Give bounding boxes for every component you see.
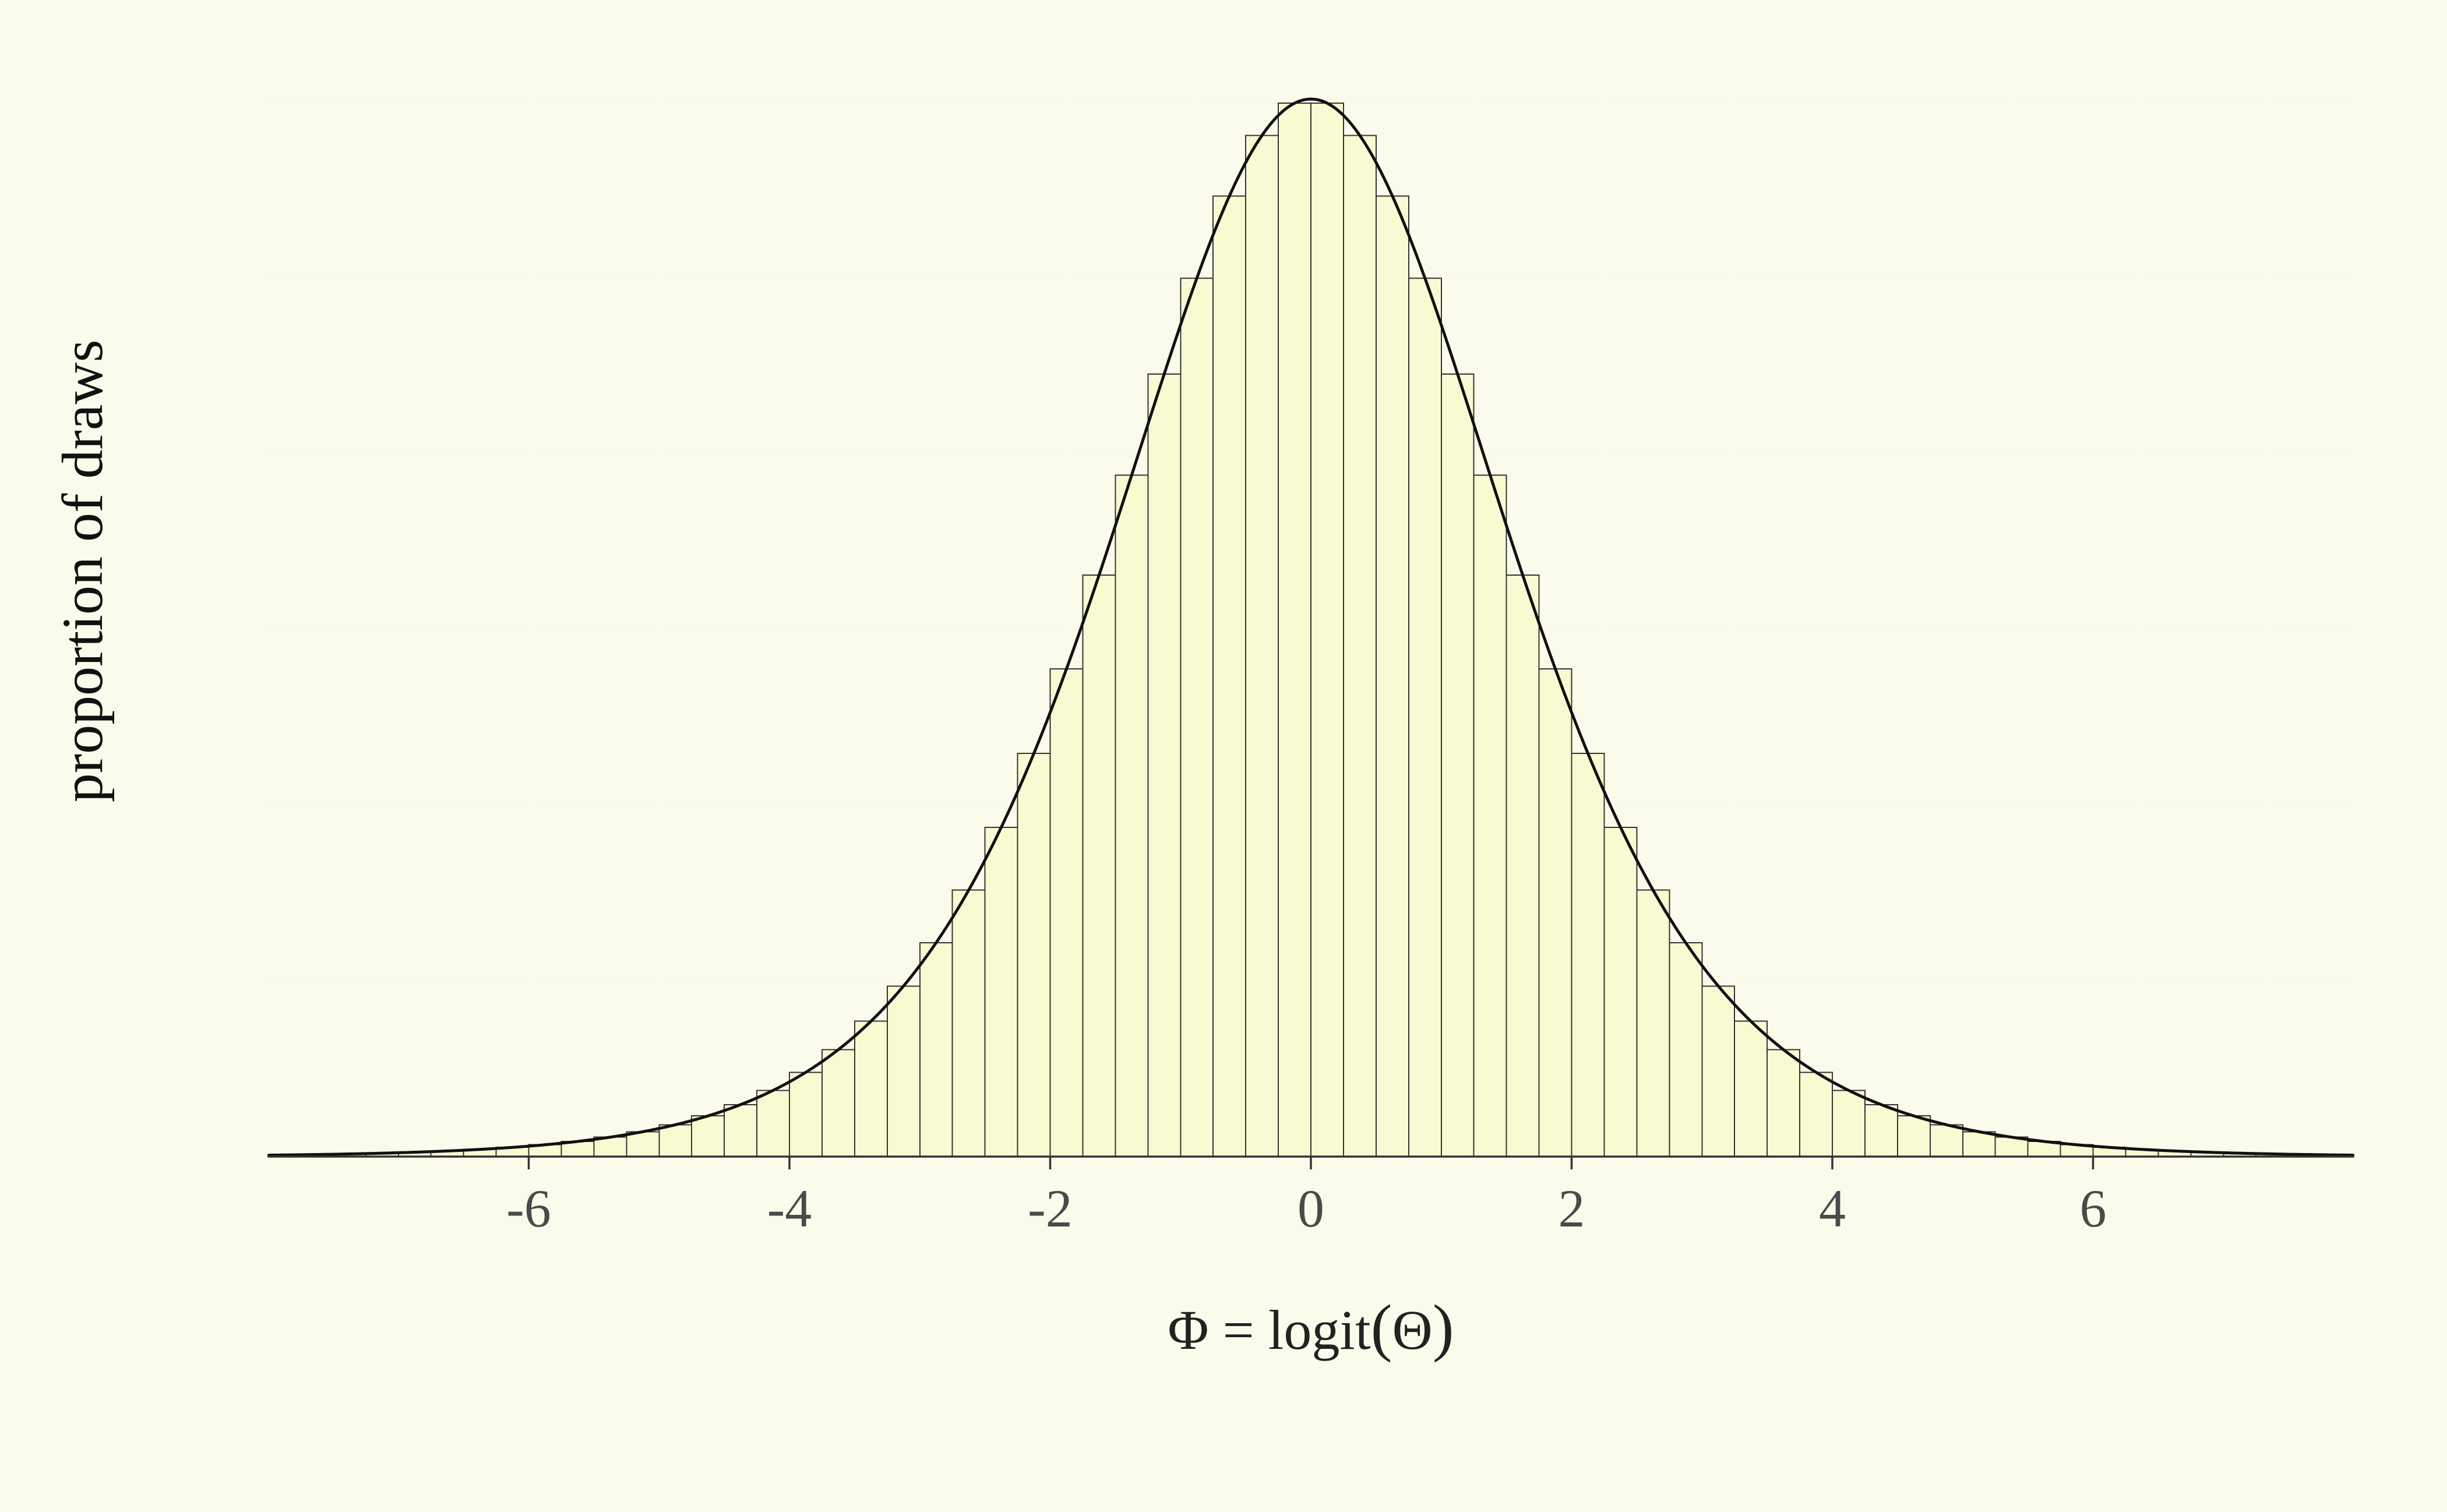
histogram-bar [985, 827, 1018, 1157]
histogram-bar [626, 1132, 659, 1157]
histogram-bar [1930, 1125, 1963, 1157]
x-tick-label: 4 [1819, 1179, 1846, 1238]
histogram-bar [1246, 135, 1278, 1157]
x-tick-label: 0 [1297, 1179, 1324, 1238]
histogram-bar [1637, 890, 1669, 1157]
histogram-bar [920, 943, 953, 1157]
histogram-bar [1050, 669, 1083, 1157]
histogram-chart: -6 -4 -2 0 2 4 6 Φ = logit(Θ) proportion of draw… [0, 0, 2447, 1512]
histogram-bar [1963, 1132, 1995, 1157]
histogram-bar [1278, 103, 1311, 1157]
histogram-bar [692, 1116, 724, 1157]
histogram-bar [1898, 1116, 1930, 1157]
histogram-bar [1800, 1072, 1832, 1157]
histogram-bar [1311, 103, 1344, 1157]
x-tick-label: 2 [1559, 1179, 1585, 1238]
histogram-bar [1148, 374, 1180, 1157]
histogram-bar [789, 1072, 822, 1157]
x-tick-label: 6 [2080, 1179, 2107, 1238]
histogram-bar [1507, 575, 1539, 1157]
histogram-bar [1539, 669, 1572, 1157]
x-tick-label: -4 [767, 1179, 812, 1238]
histogram-bar [1344, 135, 1376, 1157]
histogram-bar [1441, 374, 1474, 1157]
histogram-bar [1604, 827, 1637, 1157]
histogram-bar [1734, 1021, 1767, 1157]
histogram-bar [757, 1090, 789, 1157]
histogram-bar [1572, 753, 1605, 1157]
histogram-bar [1669, 943, 1702, 1157]
histogram-bar [1409, 278, 1441, 1157]
histogram-bar [1376, 196, 1409, 1157]
histogram-bar [1180, 278, 1213, 1157]
histogram-bar [1865, 1105, 1898, 1157]
x-tick-label: -2 [1028, 1179, 1073, 1238]
histogram-bar [1083, 575, 1115, 1157]
histogram-bar [1474, 475, 1507, 1157]
histogram-bar [1018, 753, 1050, 1157]
x-axis-title: Φ = logit(Θ) [1168, 1292, 1454, 1363]
histogram-bar [1213, 196, 1246, 1157]
chart-container: -6 -4 -2 0 2 4 6 Φ = logit(Θ) proportion of draw… [0, 0, 2447, 1512]
histogram-bar [855, 1021, 887, 1157]
histogram-bar [1702, 986, 1734, 1157]
histogram-bar [953, 890, 985, 1157]
y-axis-title: proportion of draws [50, 340, 115, 802]
histogram-bar [1115, 475, 1148, 1157]
histogram-bar [822, 1049, 855, 1157]
histogram-bar [724, 1105, 757, 1157]
histogram-bar [1767, 1049, 1800, 1157]
histogram-bar [659, 1125, 692, 1157]
histogram-bar [887, 986, 920, 1157]
x-tick-label: -6 [506, 1179, 551, 1238]
histogram-bar [1832, 1090, 1865, 1157]
